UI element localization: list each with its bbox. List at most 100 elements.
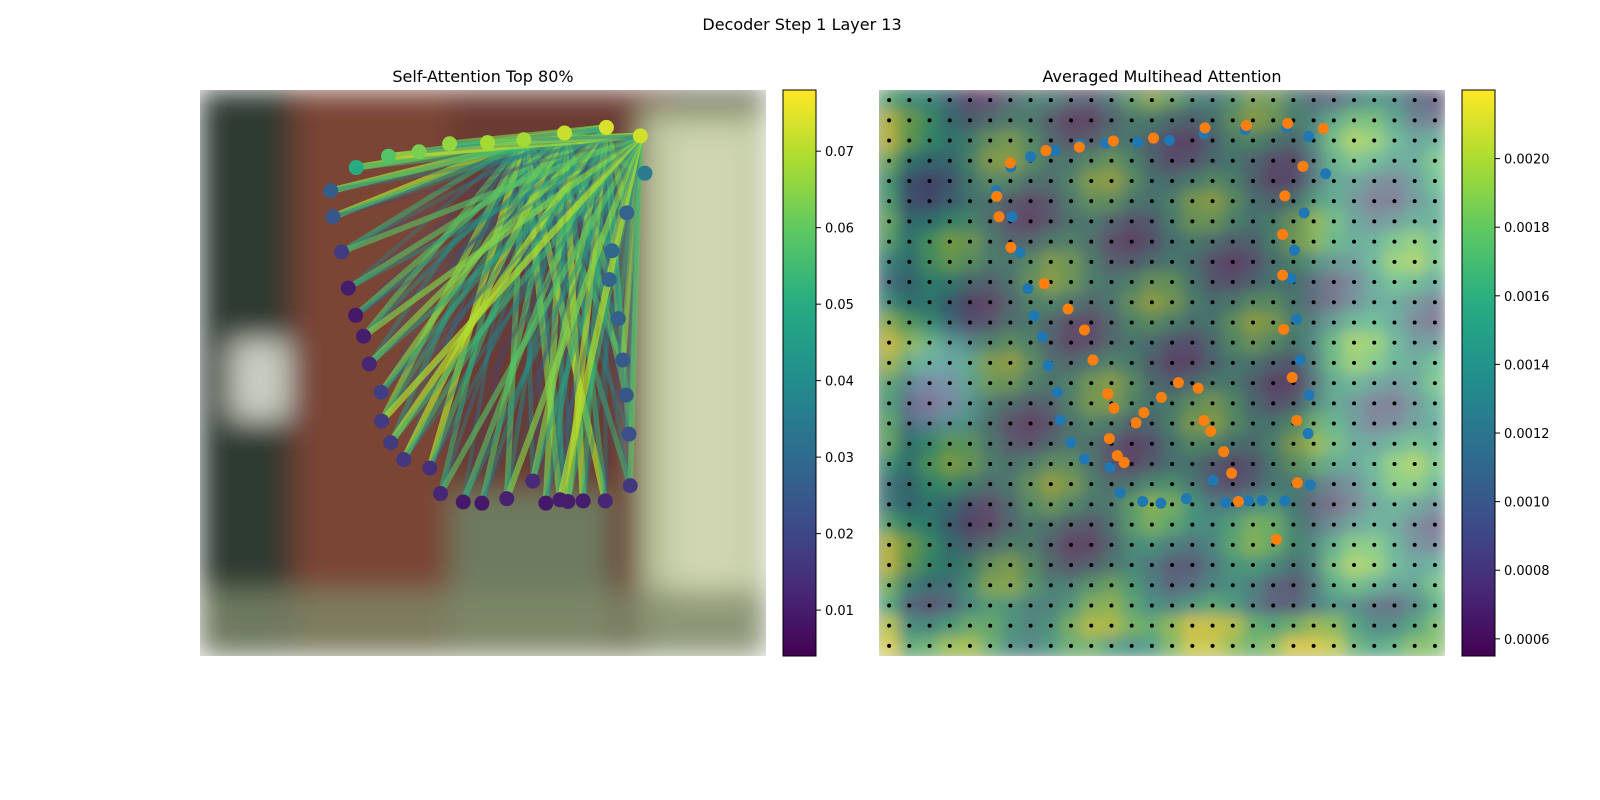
grid-dot	[1372, 421, 1377, 426]
grid-dot	[947, 340, 952, 345]
grid-dot	[1412, 118, 1417, 123]
grid-dot	[1412, 239, 1417, 244]
grid-dot	[1210, 158, 1215, 163]
series-point	[1054, 414, 1066, 426]
grid-dot	[967, 118, 972, 123]
attention-edge	[331, 134, 642, 219]
attention-edge	[353, 125, 609, 318]
grid-dot	[1089, 421, 1094, 426]
grid-dot	[1008, 623, 1013, 628]
series-point	[1304, 479, 1316, 491]
grid-dot	[967, 542, 972, 547]
grid-dot	[1008, 421, 1013, 426]
grid-dot	[1028, 502, 1033, 507]
grid-dot	[1089, 178, 1094, 183]
grid-dot	[967, 461, 972, 466]
grid-dot	[1392, 280, 1397, 285]
grid-dot	[1230, 421, 1235, 426]
attention-point	[598, 119, 614, 135]
series-point	[1297, 160, 1309, 172]
grid-dot	[887, 259, 892, 264]
right-panel-title: Averaged Multihead Attention	[1043, 67, 1282, 86]
grid-dot	[1089, 239, 1094, 244]
attention-edge	[378, 132, 644, 425]
grid-dot	[1149, 381, 1154, 386]
series-point	[1137, 495, 1149, 507]
grid-dot	[1149, 118, 1154, 123]
grid-dot	[967, 340, 972, 345]
grid-dot	[1291, 98, 1296, 103]
grid-dot	[1048, 583, 1053, 588]
grid-dot	[1331, 219, 1336, 224]
grid-dot	[887, 461, 892, 466]
grid-dot	[1230, 239, 1235, 244]
grid-dot	[1372, 259, 1377, 264]
grid-dot	[1210, 178, 1215, 183]
grid-dot	[1190, 643, 1195, 648]
grid-dot	[1190, 158, 1195, 163]
grid-dot	[1412, 583, 1417, 588]
grid-dot	[1048, 340, 1053, 345]
series-point	[1108, 402, 1120, 414]
grid-dot	[1372, 522, 1377, 527]
grid-dot	[1028, 583, 1033, 588]
grid-dot	[1331, 280, 1336, 285]
grid-dot	[1008, 259, 1013, 264]
grid-dot	[1311, 239, 1316, 244]
grid-dot	[1412, 381, 1417, 386]
series-point	[1218, 446, 1230, 458]
figure-title: Decoder Step 1 Layer 13	[702, 15, 901, 34]
grid-dot	[1109, 199, 1114, 204]
grid-dot	[1129, 280, 1134, 285]
series-point	[1277, 269, 1289, 281]
series-point	[1192, 382, 1204, 394]
grid-dot	[1311, 542, 1316, 547]
grid-dot	[1069, 239, 1074, 244]
grid-dot	[1372, 623, 1377, 628]
grid-dot	[1109, 583, 1114, 588]
grid-dot	[1432, 401, 1437, 406]
grid-dot	[947, 320, 952, 325]
grid-dot	[1149, 482, 1154, 487]
attention-point	[373, 384, 389, 400]
grid-dot	[988, 583, 993, 588]
grid-dot	[1412, 542, 1417, 547]
grid-dot	[1250, 158, 1255, 163]
grid-dot	[1432, 603, 1437, 608]
left-panel: Self-Attention Top 80% 0.010.020.030.040…	[200, 67, 854, 657]
grid-dot	[1190, 583, 1195, 588]
grid-dot	[907, 583, 912, 588]
grid-dot	[1250, 239, 1255, 244]
grid-dot	[1008, 199, 1013, 204]
grid-dot	[1048, 461, 1053, 466]
grid-dot	[1109, 623, 1114, 628]
grid-dot	[1170, 300, 1175, 305]
grid-dot	[1372, 583, 1377, 588]
grid-dot	[1372, 502, 1377, 507]
grid-dot	[1271, 563, 1276, 568]
grid-dot	[1352, 158, 1357, 163]
grid-dot	[1392, 300, 1397, 305]
grid-dot	[1190, 300, 1195, 305]
grid-dot	[1331, 623, 1336, 628]
grid-dot	[1331, 138, 1336, 143]
attention-edge	[401, 133, 643, 462]
grid-dot	[967, 401, 972, 406]
grid-dot	[1352, 643, 1357, 648]
grid-dot	[1352, 623, 1357, 628]
grid-dot	[1048, 158, 1053, 163]
grid-dot	[1028, 219, 1033, 224]
attention-point	[442, 136, 458, 152]
grid-dot	[1432, 563, 1437, 568]
grid-dot	[967, 259, 972, 264]
grid-dot	[1230, 158, 1235, 163]
grid-dot	[1392, 421, 1397, 426]
grid-dot	[907, 563, 912, 568]
grid-dot	[1129, 482, 1134, 487]
grid-dot	[1372, 320, 1377, 325]
grid-dot	[1069, 542, 1074, 547]
left-colorbar: 0.01 0.02 0.03 0.04 0.05 0.06 0.07	[782, 89, 854, 657]
series-point	[1303, 130, 1315, 142]
grid-dot	[887, 603, 892, 608]
series-point	[1163, 134, 1175, 146]
